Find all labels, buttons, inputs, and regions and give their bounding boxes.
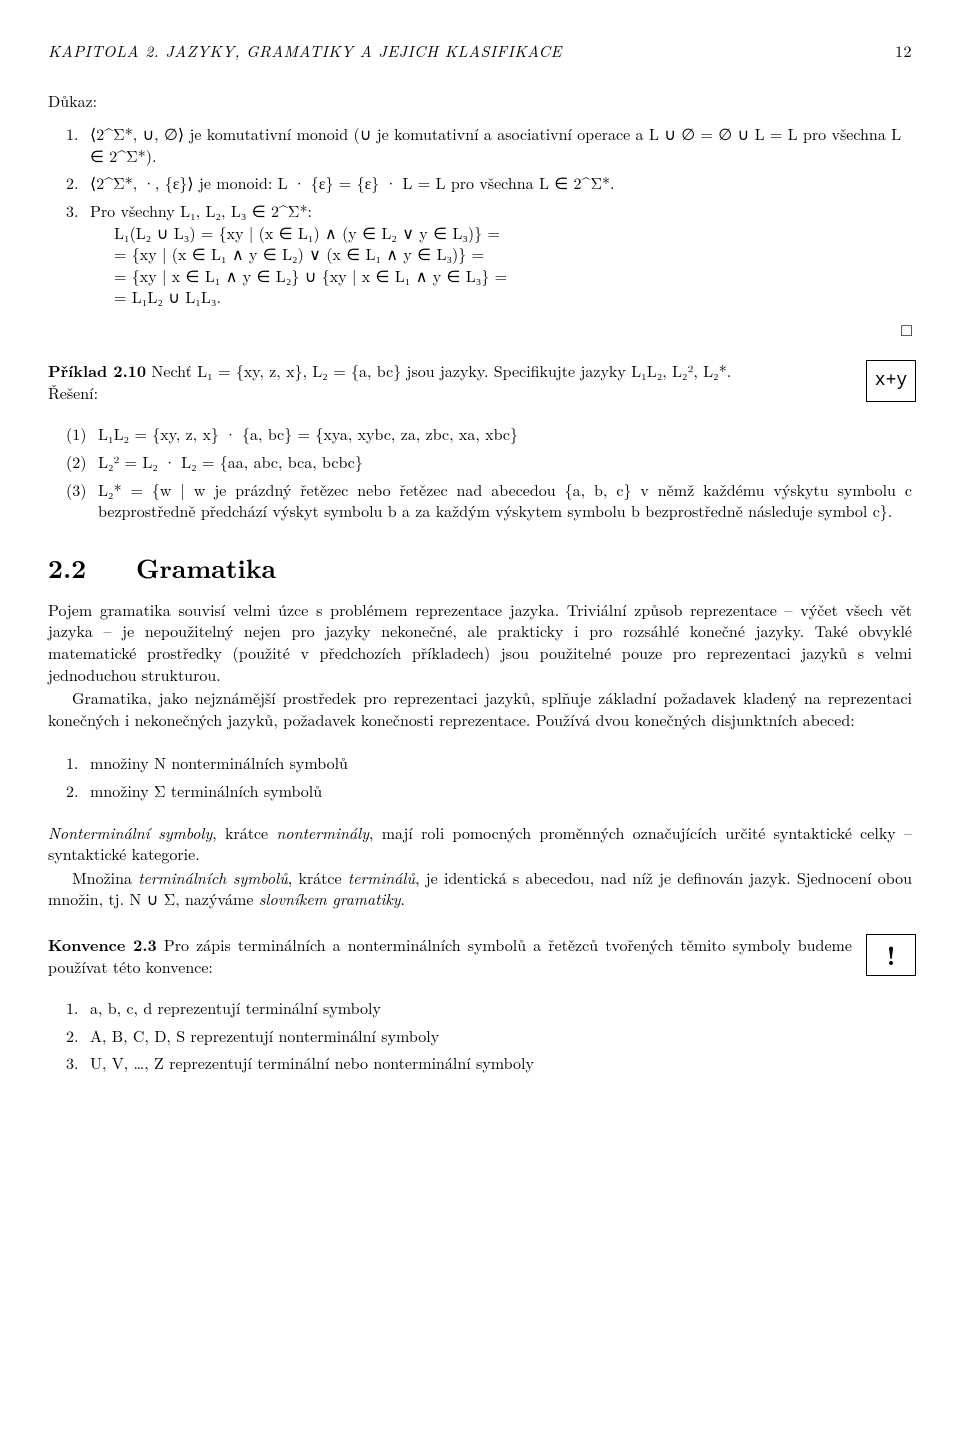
item-body: U, V, …, Z reprezentují terminální nebo … xyxy=(90,1052,912,1074)
item-number: 1. xyxy=(66,752,90,774)
margin-annotation-important: ! xyxy=(866,934,916,976)
example-label: Příklad 2.10 xyxy=(48,359,146,382)
section-heading: 2.2 Gramatika xyxy=(48,550,912,585)
term: nonterminály xyxy=(276,821,369,844)
text: . xyxy=(401,887,405,910)
solution-item: (1) L₁L₂ = {xy, z, x} · {a, bc} = {xya, … xyxy=(66,423,912,445)
convention-item: 2. A, B, C, D, S reprezentují nonterminá… xyxy=(66,1025,912,1047)
example-text: Nechť L₁ = {xy, z, x}, L₂ = {a, bc} jsou… xyxy=(151,359,731,382)
item-number: (3) xyxy=(66,479,98,522)
list-item: 2. množiny Σ terminálních symbolů xyxy=(66,780,912,802)
solution-item: (3) L₂* = {w | w je prázdný řetězec nebo… xyxy=(66,479,912,522)
item-number: 2. xyxy=(66,780,90,802)
item-body: A, B, C, D, S reprezentují nonterminální… xyxy=(90,1025,912,1047)
convention-label: Konvence 2.3 xyxy=(48,933,157,956)
item-number: 3. xyxy=(66,200,90,308)
term: slovníkem gramatiky xyxy=(259,887,401,910)
proof-label: Důkaz: xyxy=(48,90,912,112)
item-body: a, b, c, d reprezentují terminální symbo… xyxy=(90,997,912,1019)
item-number: 1. xyxy=(66,123,90,166)
proof-item: 2. ⟨2^Σ*, ·, {ε}⟩ je monoid: L · {ε} = {… xyxy=(66,172,912,194)
convention-statement: Konvence 2.3 Pro zápis terminálních a no… xyxy=(48,934,912,977)
eq-line: = L₁L₂ ∪ L₁L₃. xyxy=(114,286,912,308)
term: Nonterminální symboly xyxy=(48,821,212,844)
item-number: 2. xyxy=(66,172,90,194)
paragraph: Pojem gramatika souvisí velmi úzce s pro… xyxy=(48,599,912,685)
list-item: 1. množiny N nonterminálních symbolů xyxy=(66,752,912,774)
section-number: 2.2 xyxy=(48,549,86,586)
text: , krátce xyxy=(212,821,276,844)
item-number: 3. xyxy=(66,1052,90,1074)
example-statement: Příklad 2.10 Nechť L₁ = {xy, z, x}, L₂ =… xyxy=(48,360,912,382)
convention-item: 1. a, b, c, d reprezentují terminální sy… xyxy=(66,997,912,1019)
item-lead: Pro všechny L₁, L₂, L₃ ∈ 2^Σ*: xyxy=(90,200,912,222)
example-block: x+y Příklad 2.10 Nechť L₁ = {xy, z, x}, … xyxy=(48,360,912,403)
text: Množina xyxy=(72,866,138,889)
item-body: L₂* = {w | w je prázdný řetězec nebo řet… xyxy=(98,479,912,522)
item-body: ⟨2^Σ*, ·, {ε}⟩ je monoid: L · {ε} = {ε} … xyxy=(90,172,912,194)
item-number: 2. xyxy=(66,1025,90,1047)
qed-symbol: □ xyxy=(48,318,912,342)
eq-line: = {xy | (x ∈ L₁ ∧ y ∈ L₂) ∨ (x ∈ L₁ ∧ y … xyxy=(114,243,912,265)
convention-text: Pro zápis terminálních a nonterminálních… xyxy=(48,933,852,978)
item-body: množiny N nonterminálních symbolů xyxy=(90,752,912,774)
item-body: ⟨2^Σ*, ∪, ∅⟩ je komutativní monoid (∪ je… xyxy=(90,123,912,166)
item-number: (1) xyxy=(66,423,98,445)
chapter-title: KAPITOLA 2. JAZYKY, GRAMATIKY A JEJICH K… xyxy=(48,40,562,62)
solution-item: (2) L₂² = L₂ · L₂ = {aa, abc, bca, bcbc} xyxy=(66,451,912,473)
eq-line: L₁(L₂ ∪ L₃) = {xy | (x ∈ L₁) ∧ (y ∈ L₂ ∨… xyxy=(114,222,912,244)
proof-item: 1. ⟨2^Σ*, ∪, ∅⟩ je komutativní monoid (∪… xyxy=(66,123,912,166)
eq-line: = {xy | x ∈ L₁ ∧ y ∈ L₂} ∪ {xy | x ∈ L₁ … xyxy=(114,265,912,287)
item-number: 1. xyxy=(66,997,90,1019)
convention-block: ! Konvence 2.3 Pro zápis terminálních a … xyxy=(48,934,912,977)
solution-label: Řešení: xyxy=(48,382,912,404)
paragraph: Množina terminálních symbolů, krátce ter… xyxy=(48,867,912,910)
item-body: Pro všechny L₁, L₂, L₃ ∈ 2^Σ*: L₁(L₂ ∪ L… xyxy=(90,200,912,308)
item-body: množiny Σ terminálních symbolů xyxy=(90,780,912,802)
page-number: 12 xyxy=(895,40,912,62)
term: terminálů xyxy=(348,866,415,889)
text: , krátce xyxy=(288,866,348,889)
paragraph: Nonterminální symboly, krátce nonterminá… xyxy=(48,822,912,865)
paragraph: Gramatika, jako nejznámější prostředek p… xyxy=(48,687,912,730)
term: terminálních symbolů xyxy=(138,866,288,889)
section-title: Gramatika xyxy=(136,549,276,586)
margin-annotation-xy: x+y xyxy=(866,360,916,402)
item-number: (2) xyxy=(66,451,98,473)
proof-item: 3. Pro všechny L₁, L₂, L₃ ∈ 2^Σ*: L₁(L₂ … xyxy=(66,200,912,308)
page-header: KAPITOLA 2. JAZYKY, GRAMATIKY A JEJICH K… xyxy=(48,40,912,62)
item-body: L₂² = L₂ · L₂ = {aa, abc, bca, bcbc} xyxy=(98,451,912,473)
convention-item: 3. U, V, …, Z reprezentují terminální ne… xyxy=(66,1052,912,1074)
item-body: L₁L₂ = {xy, z, x} · {a, bc} = {xya, xybc… xyxy=(98,423,912,445)
